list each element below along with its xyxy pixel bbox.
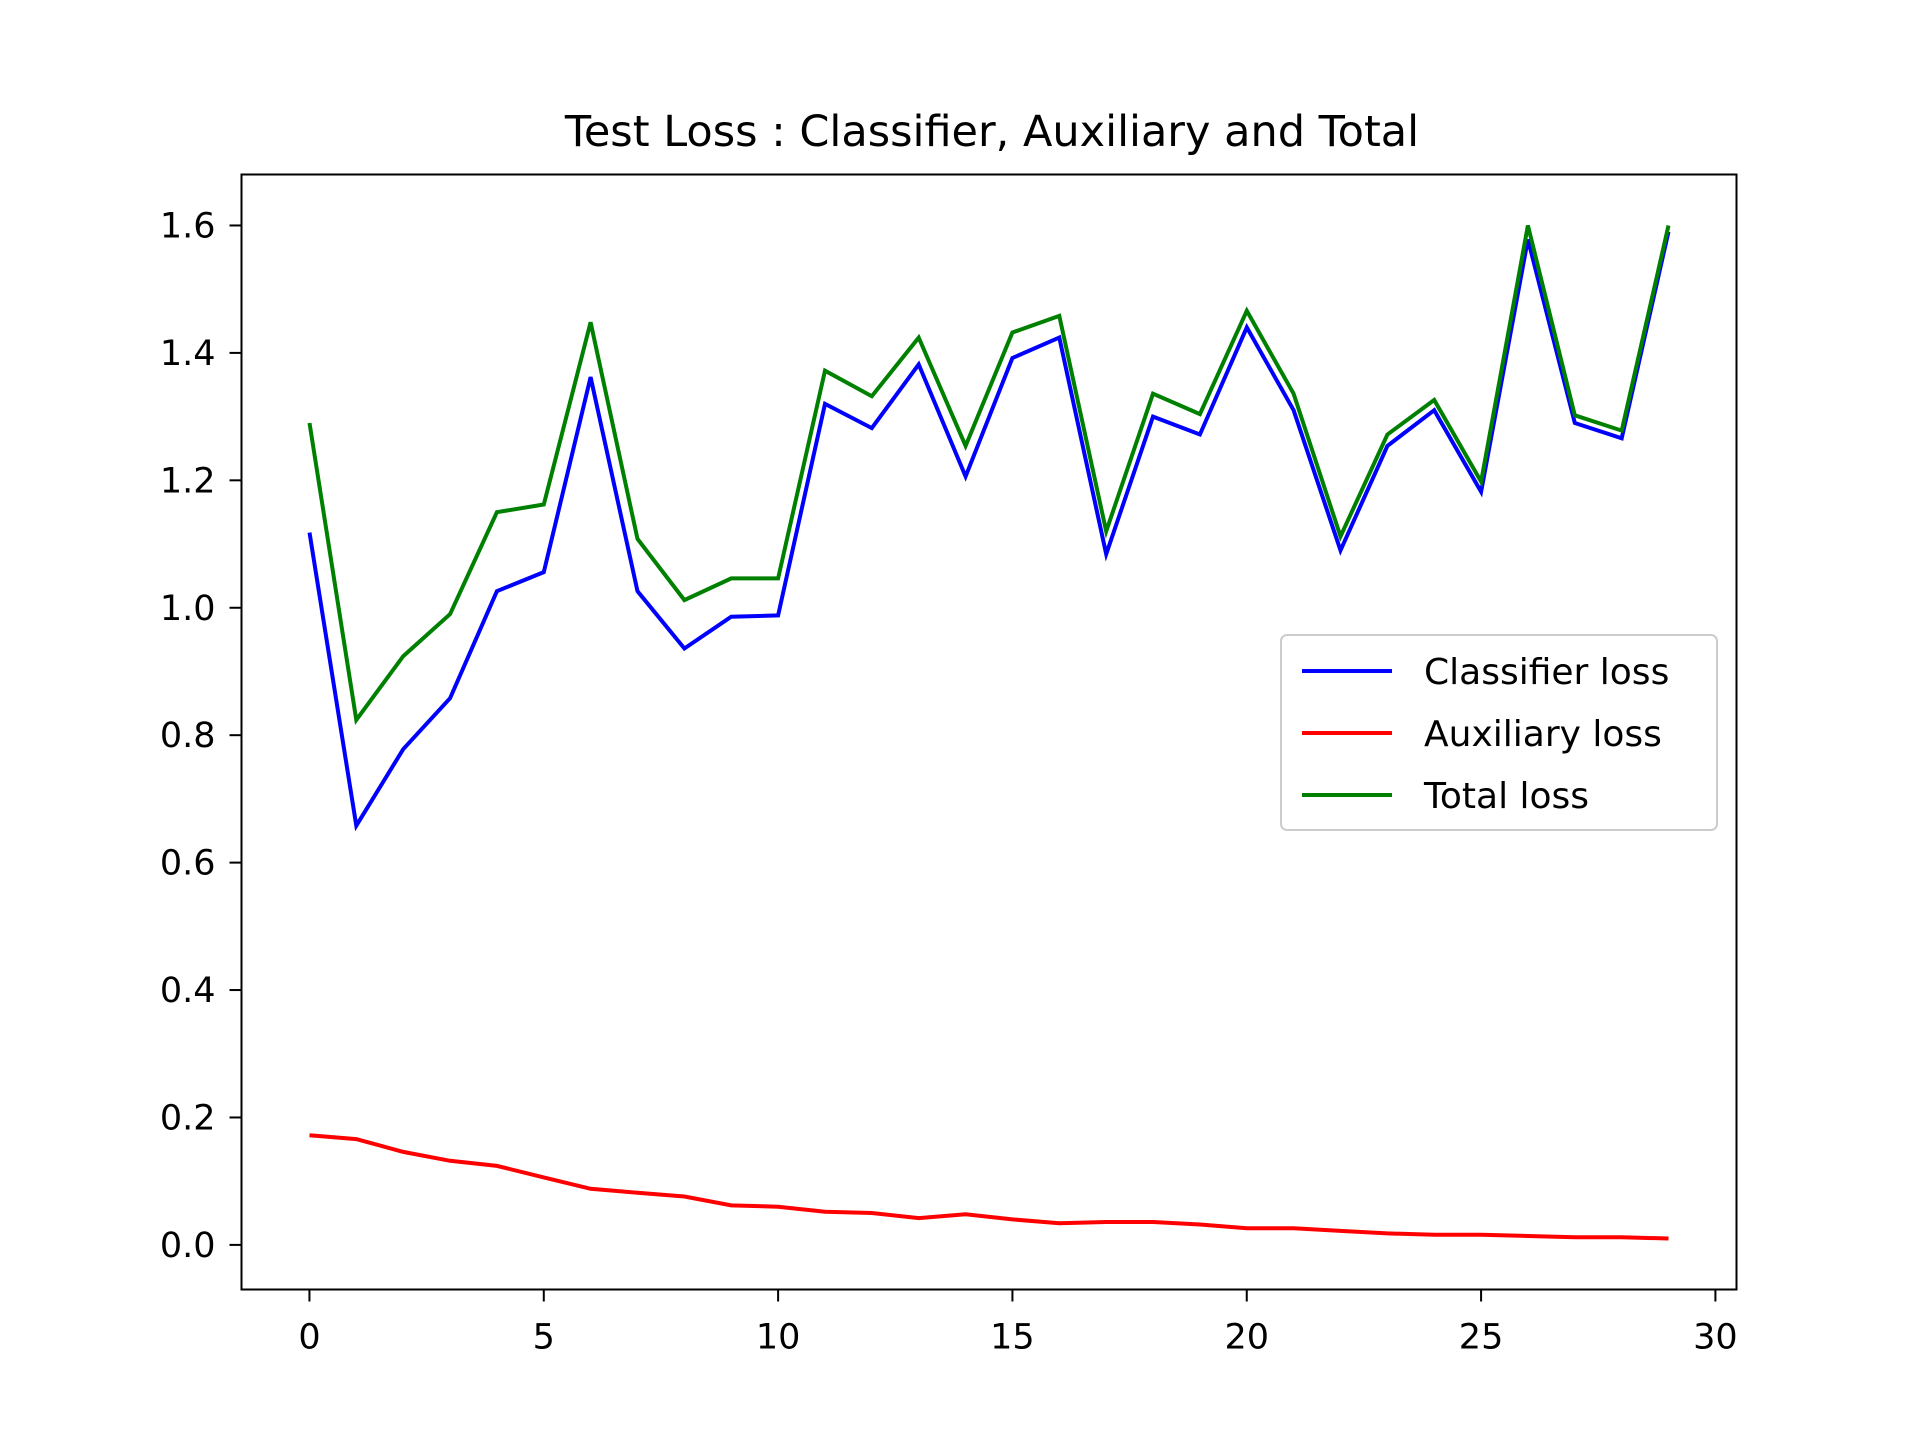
x-tick-label: 20	[1224, 1318, 1269, 1358]
legend-label: Total loss	[1423, 776, 1589, 817]
x-tick-label: 0	[298, 1318, 320, 1358]
x-tick-label: 30	[1693, 1318, 1738, 1358]
series-line-classifier-loss	[307, 231, 1671, 832]
y-axis: 0.0 0.2 0.4 0.6 0.8 1.0 1.2 1.4 1.6	[160, 206, 242, 1266]
plot-area	[307, 225, 1671, 1241]
y-tick-label: 0.4	[160, 971, 216, 1011]
y-tick-label: 1.2	[160, 461, 216, 501]
series-line-auxiliary-loss	[309, 1133, 1669, 1241]
chart-title: Test Loss : Classifier, Auxiliary and To…	[564, 107, 1419, 157]
legend-box	[1280, 634, 1718, 831]
y-tick-label: 0.0	[160, 1226, 216, 1266]
legend-label: Classifier loss	[1424, 652, 1669, 693]
x-tick-label: 5	[533, 1318, 555, 1358]
x-tick-label: 25	[1459, 1318, 1504, 1358]
y-tick-label: 1.4	[160, 334, 216, 374]
x-tick-label: 15	[990, 1318, 1035, 1358]
y-tick-label: 1.0	[160, 589, 216, 629]
y-tick-label: 1.6	[160, 206, 216, 246]
legend-label: Auxiliary loss	[1424, 714, 1662, 755]
y-tick-label: 0.2	[160, 1098, 216, 1138]
series-line-total-loss	[307, 225, 1671, 725]
plot-frame	[240, 173, 1738, 1291]
y-tick-label: 0.8	[160, 716, 216, 756]
x-tick-label: 10	[756, 1318, 801, 1358]
legend: Classifier loss Auxiliary loss Total loss	[1280, 634, 1718, 831]
x-axis: 0 5 10 15 20 25 30	[298, 1289, 1738, 1358]
y-tick-label: 0.6	[160, 844, 216, 884]
